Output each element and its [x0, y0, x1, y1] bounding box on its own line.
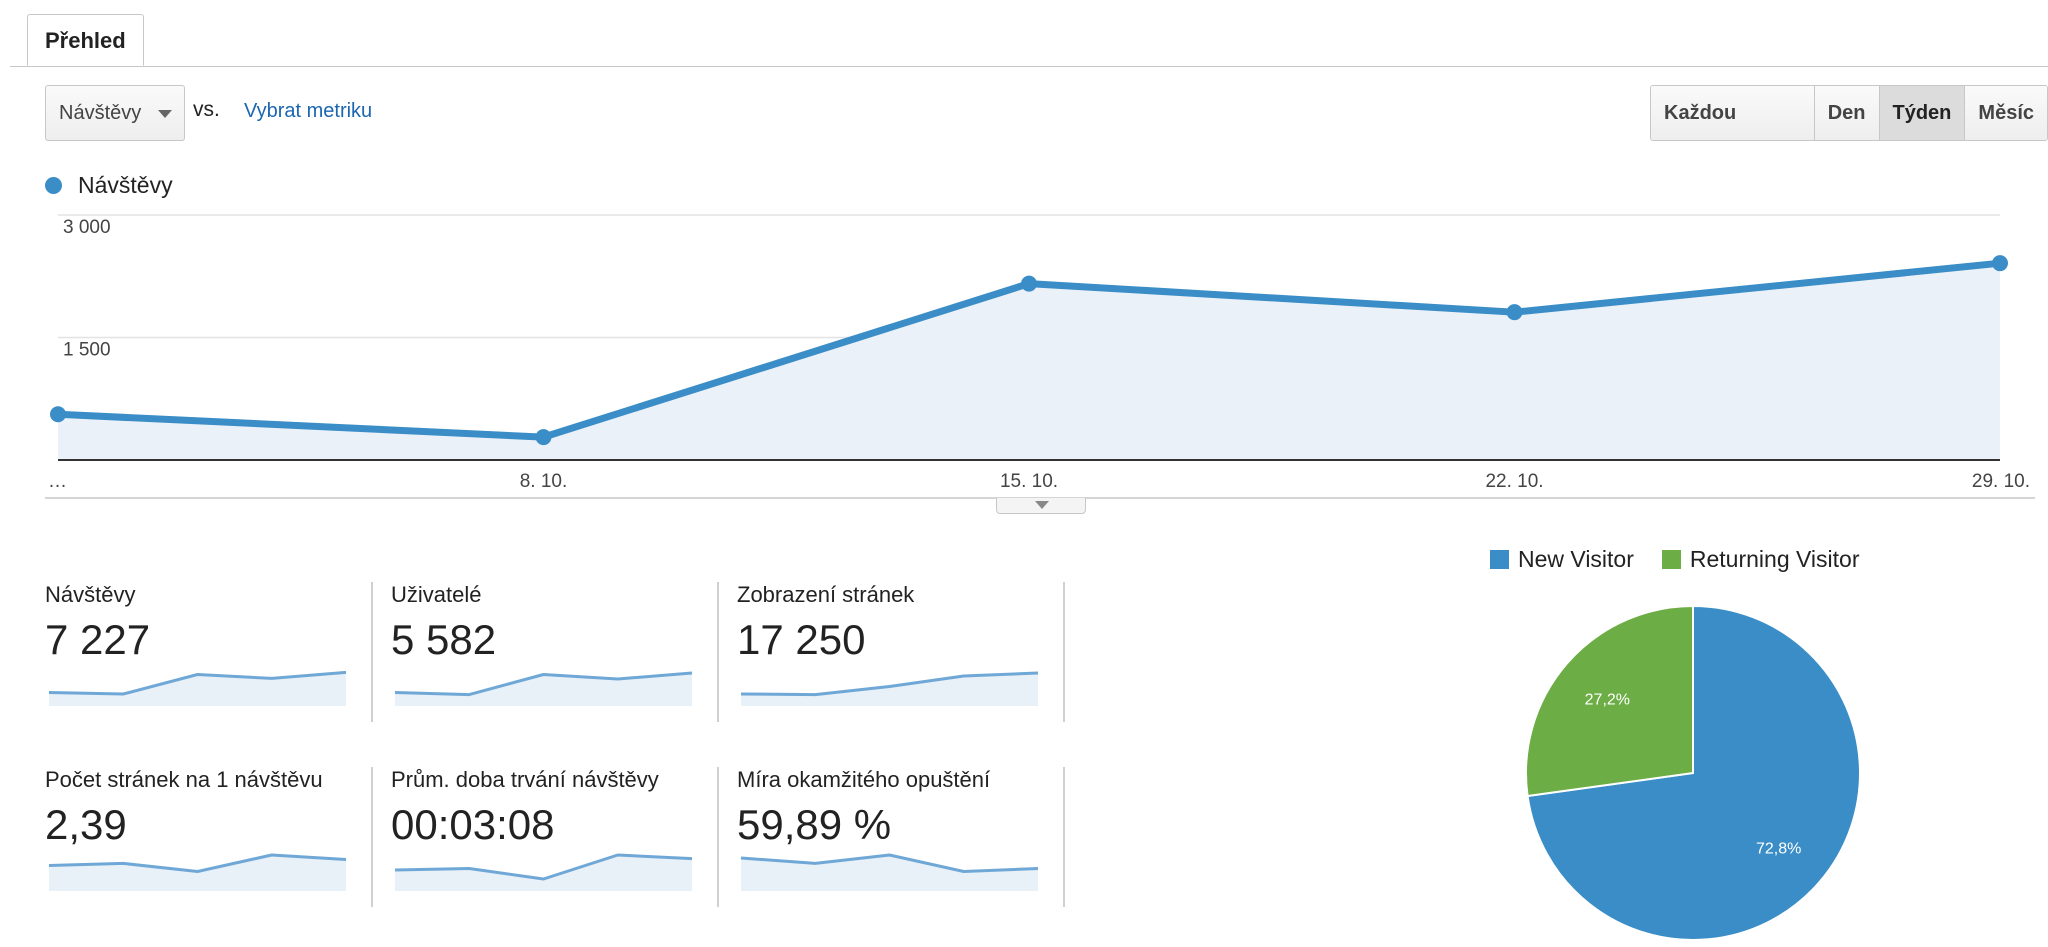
- sparkline: [394, 853, 693, 891]
- x-tick-label: 22. 10.: [1485, 471, 1543, 492]
- pie-legend-item[interactable]: New Visitor: [1490, 546, 1634, 573]
- chart-legend: Návštěvy: [45, 172, 173, 199]
- scorecard-label: Míra okamžitého opuštění: [737, 767, 991, 792]
- divider: [1063, 767, 1065, 907]
- series-dot-icon: [45, 177, 62, 194]
- range-month-button[interactable]: Měsíc: [1965, 86, 2047, 140]
- scorecard-value: 2,39: [45, 801, 127, 848]
- scorecard-label: Návštěvy: [45, 582, 136, 607]
- data-point[interactable]: [50, 406, 66, 423]
- pie-legend-label: Returning Visitor: [1689, 546, 1860, 572]
- visitor-type-pie-chart: 72,8% 27,2%: [1525, 604, 1861, 941]
- chevron-down-icon: [158, 110, 172, 118]
- time-range-selector: Každou hodinu Den Týden Měsíc: [1650, 85, 2048, 141]
- visits-line-chart: 3 000 1 500 … 8. 10. 15. 10. 22. 10. 29. 10.: [45, 214, 2035, 499]
- pie-slice-label: 27,2%: [1585, 691, 1630, 708]
- divider: [1063, 582, 1065, 722]
- tab-bar: Přehled: [10, 0, 2048, 67]
- range-week-button[interactable]: Týden: [1879, 86, 1966, 140]
- scorecard-value: 17 250: [737, 616, 866, 663]
- sparkline-line: [740, 671, 1039, 697]
- scorecard-visits[interactable]: Návštěvy 7 227: [45, 582, 347, 722]
- divider: [717, 582, 719, 722]
- pie-legend-label: New Visitor: [1518, 546, 1634, 572]
- scorecard-avg-visit-duration[interactable]: Prům. doba trvání návštěvy 00:03:08: [391, 767, 693, 907]
- scorecard-label: Prům. doba trvání návštěvy: [391, 767, 659, 792]
- pie-slice-label: 72,8%: [1756, 841, 1801, 858]
- divider: [371, 767, 373, 907]
- sparkline: [740, 671, 1039, 706]
- vs-label: vs.: [193, 98, 220, 121]
- x-tick-label: 29. 10.: [1972, 471, 2030, 492]
- scorecard-value: 00:03:08: [391, 801, 555, 848]
- x-tick-label: 15. 10.: [1000, 471, 1058, 492]
- pie-slice[interactable]: [1525, 604, 1694, 798]
- sparkline-area: [741, 673, 1038, 706]
- sparkline-line: [394, 853, 693, 881]
- divider: [371, 582, 373, 722]
- scorecard-label: Uživatelé: [391, 582, 482, 607]
- sparkline: [48, 670, 347, 706]
- sparkline-line: [48, 670, 347, 696]
- scorecard-pages-per-visit[interactable]: Počet stránek na 1 návštěvu 2,39: [45, 767, 347, 907]
- range-day-button[interactable]: Den: [1814, 86, 1880, 140]
- scorecard-value: 59,89 %: [737, 801, 892, 848]
- scorecard-pageviews[interactable]: Zobrazení stránek 17 250: [737, 582, 1039, 722]
- tab-overview[interactable]: Přehled: [27, 14, 144, 66]
- y-tick-label: 3 000: [63, 217, 111, 238]
- caret-down-icon: [1035, 501, 1049, 509]
- legend-series-label: Návštěvy: [78, 172, 173, 198]
- scorecard-value: 5 582: [391, 616, 497, 663]
- data-point[interactable]: [1506, 304, 1523, 321]
- y-tick-label: 1 500: [63, 340, 111, 361]
- scorecard-label: Zobrazení stránek: [737, 582, 915, 607]
- returning-visitor-swatch: [1661, 550, 1681, 569]
- chart-collapse-handle[interactable]: [996, 498, 1086, 514]
- sparkline-line: [740, 853, 1039, 873]
- data-point[interactable]: [1992, 255, 2008, 272]
- x-tick-label: …: [48, 471, 67, 492]
- sparkline-area: [49, 672, 346, 706]
- scorecard-users[interactable]: Uživatelé 5 582: [391, 582, 693, 722]
- metric-select-value: Návštěvy: [59, 102, 142, 124]
- range-hourly-button[interactable]: Každou hodinu: [1651, 86, 1815, 140]
- divider: [717, 767, 719, 907]
- scorecard-bounce-rate[interactable]: Míra okamžitého opuštění 59,89 %: [737, 767, 1039, 907]
- pick-metric-link[interactable]: Vybrat metriku: [244, 100, 373, 122]
- data-point[interactable]: [1021, 275, 1037, 292]
- metric-select[interactable]: Návštěvy: [45, 85, 185, 141]
- data-point[interactable]: [535, 429, 552, 446]
- sparkline-line: [48, 853, 347, 873]
- x-tick-label: 8. 10.: [520, 471, 568, 492]
- sparkline-area: [395, 673, 692, 706]
- sparkline: [394, 671, 693, 706]
- sparkline-area: [395, 855, 692, 891]
- sparkline: [740, 853, 1039, 891]
- new-visitor-swatch: [1490, 550, 1509, 569]
- pie-legend-item[interactable]: Returning Visitor: [1661, 546, 1860, 573]
- pie-legend: New Visitor Returning Visitor: [1490, 546, 1860, 573]
- scorecard-label: Počet stránek na 1 návštěvu: [45, 767, 323, 792]
- sparkline-line: [394, 671, 693, 697]
- scorecard-value: 7 227: [45, 616, 151, 663]
- sparkline: [48, 853, 347, 891]
